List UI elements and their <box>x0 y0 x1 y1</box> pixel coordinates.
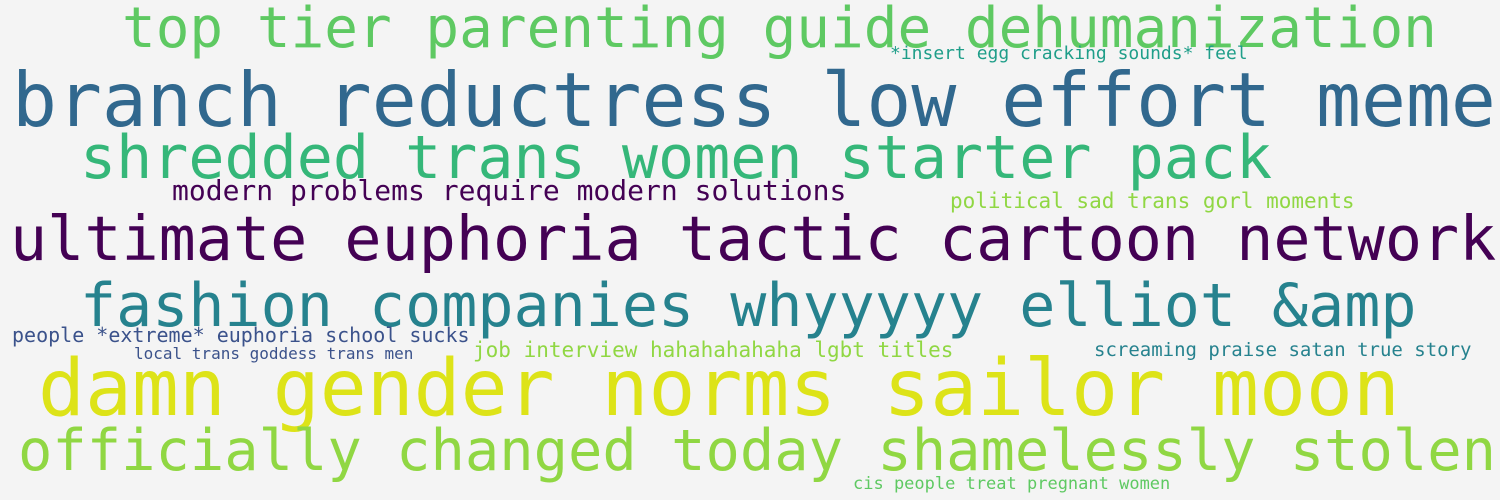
phrase-cis-people-treat: cis people treat pregnant women <box>853 474 1171 494</box>
phrase-political-sad-trans: political sad trans gorl moments <box>950 189 1355 213</box>
phrase-people-extreme-euphoria: people *extreme* euphoria school sucks <box>12 323 470 347</box>
phrase-job-interview: job interview hahahahahaha lgbt titles <box>473 338 954 362</box>
phrase-branch-reductress: branch reductress low effort meme <box>12 57 1496 144</box>
phrase-fashion-companies: fashion companies whyyyyy elliot &amp <box>80 271 1417 341</box>
phrase-officially-changed: officially changed today shamelessly sto… <box>18 418 1497 484</box>
phrase-local-trans-goddess: local trans goddess trans men <box>134 344 414 363</box>
phrase-ultimate-euphoria: ultimate euphoria tactic cartoon network <box>10 203 1497 275</box>
phrase-damn-gender-norms: damn gender norms sailor moon <box>38 344 1400 434</box>
phrase-top-tier-parenting: top tier parenting guide dehumanization <box>122 0 1437 61</box>
phrase-shredded-trans-women: shredded trans women starter pack <box>80 123 1273 193</box>
phrase-modern-problems: modern problems require modern solutions <box>172 174 847 207</box>
phrase-insert-egg-cracking: *insert egg cracking sounds* feel <box>890 43 1248 64</box>
phrase-screaming-praise-satan: screaming praise satan true story <box>1094 339 1472 361</box>
